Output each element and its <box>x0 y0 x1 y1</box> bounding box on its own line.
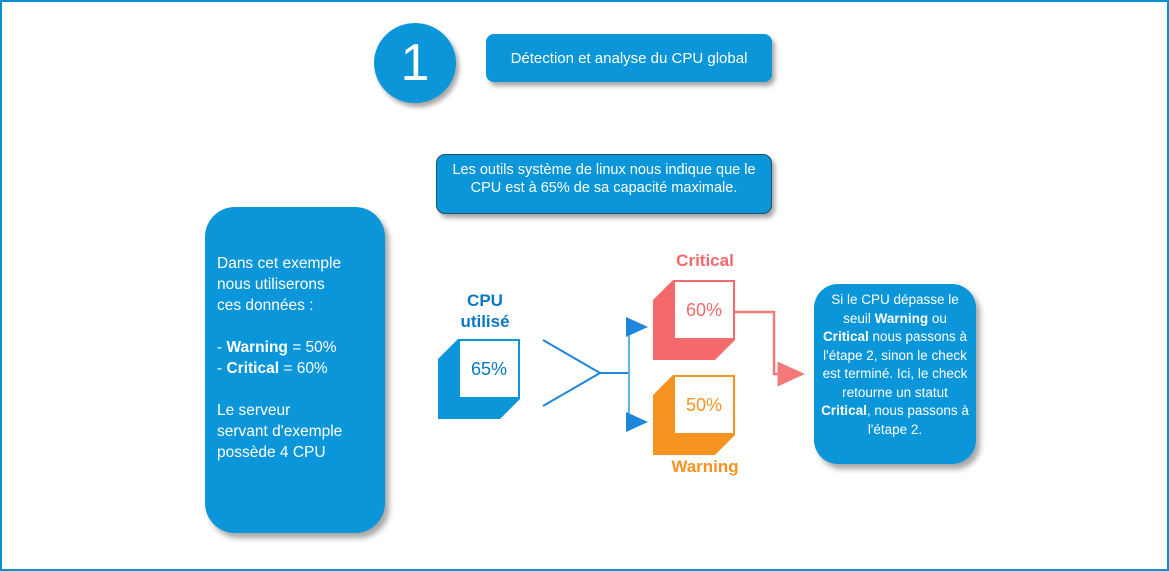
arrow-critical-to-decision <box>735 310 805 387</box>
threshold-prefix: - <box>217 339 227 356</box>
threshold-value: = 50% <box>287 339 337 356</box>
info-box: Les outils système de linux nous indique… <box>436 154 772 214</box>
example-threshold-warning: - Warning = 50% <box>217 337 373 358</box>
example-line: nous utiliserons <box>217 276 325 293</box>
critical-threshold-value: 60% <box>685 299 723 320</box>
example-line: Le serveur <box>217 402 291 419</box>
example-line-blank <box>217 316 373 337</box>
threshold-value: = 60% <box>279 360 328 377</box>
step-title-box: Détection et analyse du CPU global <box>486 34 772 82</box>
warning-threshold-node: 50% <box>653 375 735 455</box>
critical-threshold-node: 60% <box>653 280 735 360</box>
merge-connector <box>542 339 602 407</box>
cpu-usage-node: 65% <box>438 339 520 419</box>
warning-node-label: Warning <box>671 457 739 476</box>
critical-node-label: Critical <box>676 251 734 270</box>
warning-threshold-value: 50% <box>685 394 723 415</box>
cpu-cube-shape <box>438 339 520 419</box>
example-line: ces données : <box>217 297 314 314</box>
threshold-name: Warning <box>226 339 288 356</box>
cpu-usage-value: 65% <box>470 358 508 379</box>
step-number-badge: 1 <box>374 23 456 103</box>
cpu-label-line2: utilisé <box>460 312 510 331</box>
example-line: possède 4 CPU <box>217 444 326 461</box>
cpu-label-line1: CPU <box>467 291 503 310</box>
example-line: servant d'exemple <box>217 423 343 440</box>
critical-cube-shape <box>653 280 735 360</box>
decision-box: Si le CPU dépasse le seuil Warning ou Cr… <box>814 284 976 464</box>
warning-cube-shape <box>653 375 735 455</box>
example-data-box: Dans cet exemple nous utiliserons ces do… <box>205 207 385 533</box>
step-number: 1 <box>400 34 430 92</box>
example-line: Dans cet exemple <box>217 255 342 272</box>
info-text: Les outils système de linux nous indique… <box>452 162 756 196</box>
threshold-name: Critical <box>226 360 280 377</box>
example-line-blank <box>217 379 373 400</box>
cpu-node-label: CPU utilisé <box>430 290 540 332</box>
threshold-prefix: - <box>217 360 227 377</box>
example-threshold-critical: - Critical = 60% <box>217 358 373 379</box>
step-title: Détection et analyse du CPU global <box>510 49 748 67</box>
